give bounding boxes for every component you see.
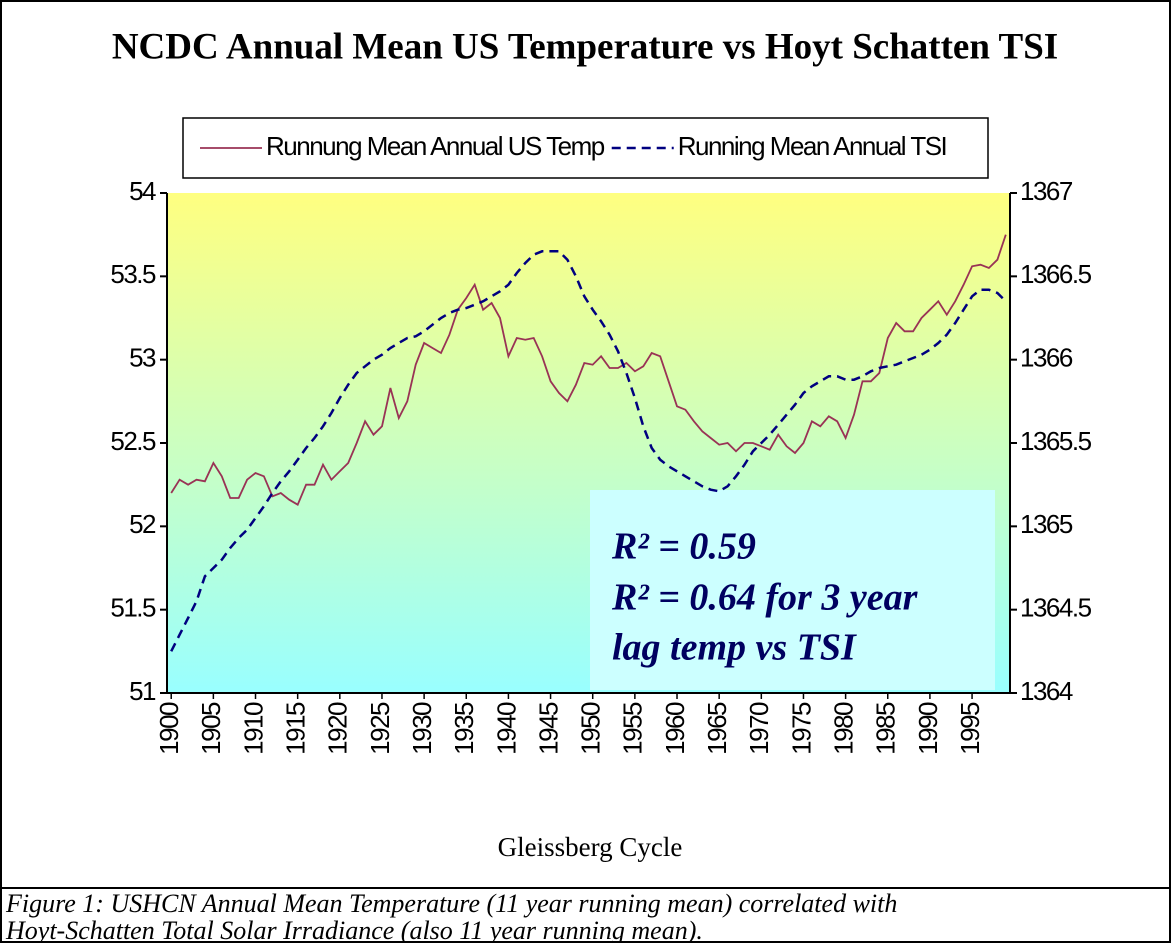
legend-label: Runnung Mean Annual US Temp xyxy=(266,131,605,161)
x-tick-label: 1945 xyxy=(533,702,563,755)
x-tick-label: 1950 xyxy=(576,702,606,755)
x-tick-label: 1930 xyxy=(407,702,437,755)
annotation-box xyxy=(590,490,995,690)
y-tick-label: 51 xyxy=(129,676,156,706)
y-tick-label: 53.5 xyxy=(110,259,156,289)
x-tick-label: 1995 xyxy=(955,702,985,755)
x-tick-label: 1905 xyxy=(196,702,226,755)
x-tick-label: 1975 xyxy=(786,702,816,755)
y2-tick-label: 1365 xyxy=(1020,509,1073,539)
series-line xyxy=(170,234,1007,506)
x-tick-label: 1910 xyxy=(238,702,268,755)
series-line xyxy=(170,250,1007,652)
y2-tick-label: 1365.5 xyxy=(1020,426,1092,456)
caption: Hoyt-Schatten Total Solar Irradiance (al… xyxy=(5,916,703,943)
y2-tick-label: 1366 xyxy=(1020,343,1073,373)
caption: Figure 1: USHCN Annual Mean Temperature … xyxy=(5,889,897,918)
x-tick-label: 1980 xyxy=(828,702,858,755)
x-tick-label: 1990 xyxy=(913,702,943,755)
annotation: R² = 0.64 for 3 year xyxy=(611,577,919,619)
y2-tick-label: 1366.5 xyxy=(1020,259,1092,289)
x-tick-label: 1925 xyxy=(365,702,395,755)
x-axis-label: Gleissberg Cycle xyxy=(498,832,683,862)
caption-border xyxy=(0,887,1171,943)
legend-label: Running Mean Annual TSI xyxy=(678,131,947,161)
legend-box xyxy=(182,117,989,179)
y-tick-label: 53 xyxy=(129,343,156,373)
y-tick-label: 51.5 xyxy=(110,593,156,623)
x-tick-label: 1900 xyxy=(154,702,184,755)
x-tick-label: 1935 xyxy=(449,702,479,755)
x-tick-label: 1970 xyxy=(744,702,774,755)
y2-tick-label: 1364.5 xyxy=(1020,593,1092,623)
y-tick-label: 54 xyxy=(129,176,156,206)
x-tick-label: 1985 xyxy=(871,702,901,755)
x-tick-label: 1915 xyxy=(281,702,311,755)
x-tick-label: 1920 xyxy=(323,702,353,755)
annotation: R² = 0.59 xyxy=(611,526,756,568)
annotation: lag temp vs TSI xyxy=(612,627,857,669)
y-tick-label: 52 xyxy=(129,509,156,539)
y2-tick-label: 1367 xyxy=(1020,176,1073,206)
y2-tick-label: 1364 xyxy=(1020,676,1073,706)
y-tick-label: 52.5 xyxy=(110,426,156,456)
chart-title: NCDC Annual Mean US Temperature vs Hoyt … xyxy=(112,26,1058,67)
x-tick-label: 1965 xyxy=(702,702,732,755)
x-tick-label: 1955 xyxy=(618,702,648,755)
x-tick-label: 1940 xyxy=(491,702,521,755)
x-tick-label: 1960 xyxy=(660,702,690,755)
